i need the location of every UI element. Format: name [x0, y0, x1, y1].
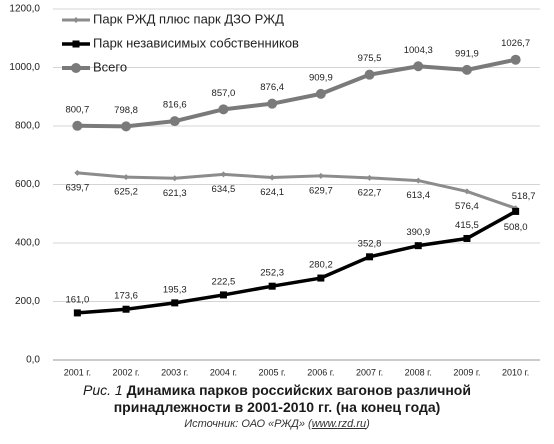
data-point	[171, 175, 178, 182]
data-point	[219, 291, 227, 299]
data-point	[169, 116, 180, 127]
data-point	[121, 121, 132, 132]
source-link[interactable]: www.rzd.ru	[311, 418, 367, 430]
data-point	[413, 61, 424, 72]
data-label: 857,0	[212, 88, 236, 99]
legend-marker	[72, 40, 80, 48]
data-point	[463, 234, 471, 242]
caption-title: Рис. 1 Динамика парков российских вагоно…	[0, 382, 554, 416]
data-point	[269, 174, 276, 181]
chart-title: Динамика парков российских вагонов разли…	[113, 382, 471, 415]
legend-label: Парк независимых собственников	[93, 35, 299, 50]
data-point	[414, 242, 422, 250]
data-point	[72, 120, 83, 131]
data-point	[366, 253, 374, 261]
data-label: 624,1	[260, 187, 284, 198]
data-point	[364, 69, 375, 80]
data-point	[122, 305, 130, 313]
y-tick-label: 0,0	[26, 355, 40, 366]
data-label: 621,3	[163, 188, 187, 199]
x-tick-label: 2009 г.	[453, 367, 480, 377]
chart: 0,0 200,0 400,0 600,0 800,0 1000,0 1200,0 2001 …	[9, 4, 540, 377]
x-tick-label: 2006 г.	[307, 367, 334, 377]
data-label: 576,4	[455, 201, 479, 212]
source-prefix: Источник: ОАО «РЖД» (	[184, 418, 312, 430]
data-label: 625,2	[114, 187, 138, 198]
legend-marker	[73, 17, 79, 23]
x-tick-label: 2005 г.	[259, 367, 286, 377]
data-label: 991,9	[455, 48, 479, 59]
x-tick-label: 2003 г.	[161, 367, 188, 377]
data-point	[267, 98, 278, 109]
legend-label: Парк РЖД плюс парк ДЗО РЖД	[93, 11, 284, 26]
x-tick-label: 2002 г.	[112, 367, 139, 377]
legend-marker	[71, 63, 81, 73]
x-tick-label: 2001 г.	[64, 367, 91, 377]
source-suffix: )	[366, 418, 370, 430]
y-tick-label: 200,0	[15, 296, 40, 307]
y-tick-label: 600,0	[15, 179, 40, 190]
data-point	[218, 104, 229, 115]
caption: Рис. 1 Динамика парков российских вагоно…	[0, 382, 554, 430]
data-label: 800,7	[65, 104, 89, 115]
data-point	[315, 88, 326, 99]
data-label: 252,3	[260, 268, 284, 279]
data-point	[512, 207, 520, 215]
data-label: 222,5	[212, 276, 236, 287]
data-label: 352,8	[358, 238, 382, 249]
series-line	[77, 171, 517, 210]
data-label: 639,7	[65, 182, 89, 193]
x-tick-label: 2007 г.	[356, 367, 383, 377]
data-label: 390,9	[406, 227, 430, 238]
data-point	[366, 174, 373, 181]
data-label: 195,3	[163, 284, 187, 295]
data-point	[415, 177, 422, 184]
data-label: 518,7	[512, 191, 536, 202]
data-point	[73, 309, 81, 317]
data-label: 415,5	[455, 220, 479, 231]
data-point	[461, 64, 472, 75]
y-tick-label: 1000,0	[9, 62, 40, 73]
data-label: 613,4	[406, 190, 430, 201]
data-point	[123, 174, 130, 181]
data-label: 1026,7	[501, 38, 530, 49]
data-label: 161,0	[65, 294, 89, 305]
data-label: 280,2	[309, 260, 333, 271]
x-tick-label: 2010 г.	[502, 367, 529, 377]
data-label: 508,0	[504, 222, 528, 233]
data-label: 173,6	[114, 291, 138, 302]
data-point	[220, 171, 227, 178]
caption-prefix: Рис. 1	[83, 382, 123, 398]
data-label: 876,4	[260, 82, 284, 93]
y-tick-label: 400,0	[15, 238, 40, 249]
data-point	[463, 188, 470, 195]
data-point	[74, 169, 81, 176]
source: Источник: ОАО «РЖД» (www.rzd.ru)	[0, 418, 554, 430]
data-label: 629,7	[309, 185, 333, 196]
data-label: 634,5	[212, 184, 236, 195]
data-label: 816,6	[163, 100, 187, 111]
series-line	[77, 209, 517, 315]
y-tick-label: 1200,0	[9, 4, 40, 15]
data-label: 622,7	[358, 187, 382, 198]
data-label: 1004,3	[404, 45, 433, 56]
data-label: 798,8	[114, 105, 138, 116]
data-point	[171, 299, 179, 307]
legend-label: Всего	[93, 59, 127, 74]
series-line	[77, 57, 517, 129]
data-point	[317, 274, 325, 282]
data-point	[317, 172, 324, 179]
y-tick-label: 800,0	[15, 121, 40, 132]
data-label: 975,5	[358, 53, 382, 64]
data-point	[510, 54, 521, 65]
data-point	[268, 282, 276, 290]
data-label: 909,9	[309, 72, 333, 83]
x-tick-label: 2004 г.	[210, 367, 237, 377]
x-tick-label: 2008 г.	[405, 367, 432, 377]
